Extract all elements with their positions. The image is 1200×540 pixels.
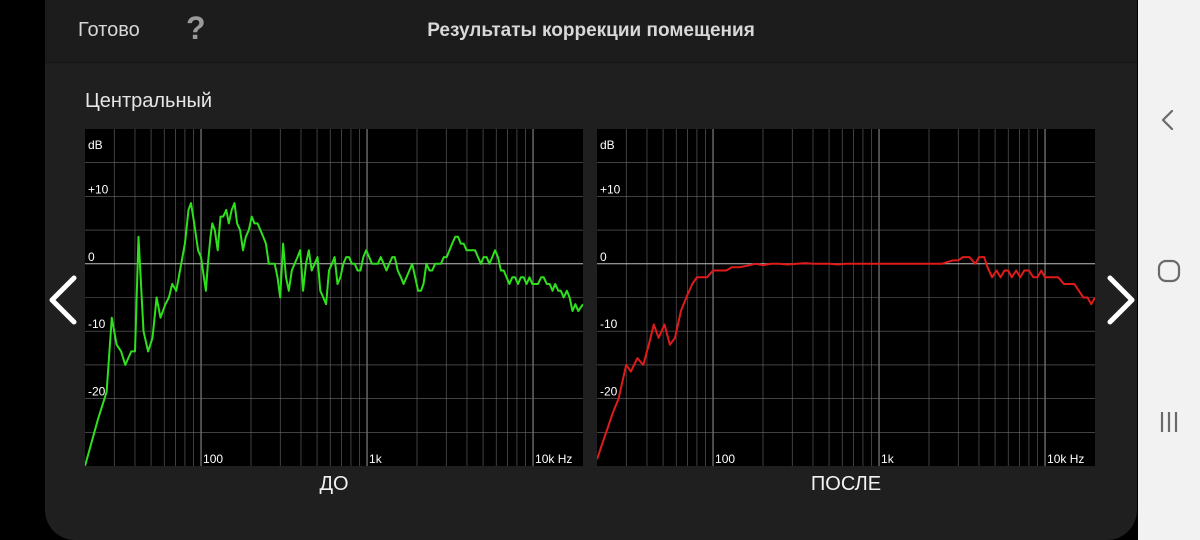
chevron-left-icon[interactable] <box>44 272 84 328</box>
before-caption: ДО <box>319 473 349 495</box>
frequency-response-plot: +10 0 -10 -20 dB 100 1k 10k Hz <box>597 129 1095 466</box>
after-chart: +10 0 -10 -20 dB 100 1k 10k Hz <box>597 129 1095 466</box>
room-correction-panel: Готово ? Результаты коррекции помещения … <box>45 0 1137 540</box>
y-tick-label: -10 <box>600 317 618 331</box>
done-button[interactable]: Готово <box>78 19 140 41</box>
x-tick-label: 10k Hz <box>1047 452 1084 466</box>
y-axis-unit-label: dB <box>88 138 103 152</box>
response-curve <box>597 256 1095 460</box>
x-tick-label: 1k <box>369 452 383 466</box>
response-curve <box>85 202 583 466</box>
channel-label: Центральный <box>85 90 213 112</box>
y-tick-label: +10 <box>88 182 109 196</box>
x-tick-label: 10k Hz <box>535 452 572 466</box>
y-tick-label: -20 <box>600 385 618 399</box>
header-bar: Готово ? Результаты коррекции помещения <box>45 0 1137 63</box>
frequency-response-plot: +10 0 -10 -20 dB 100 1k 10k Hz <box>85 129 583 466</box>
y-tick-label: +10 <box>600 182 621 196</box>
home-icon[interactable] <box>1138 249 1200 293</box>
recents-icon[interactable] <box>1138 400 1200 444</box>
y-tick-label: -20 <box>88 385 106 399</box>
system-navigation-bar <box>1138 0 1200 540</box>
y-tick-label: -10 <box>88 317 106 331</box>
help-button[interactable]: ? <box>186 10 206 46</box>
back-icon[interactable] <box>1138 98 1200 142</box>
y-tick-label: 0 <box>88 250 95 264</box>
x-tick-label: 100 <box>715 452 735 466</box>
x-tick-label: 1k <box>881 452 895 466</box>
y-axis-unit-label: dB <box>600 138 615 152</box>
before-chart: +10 0 -10 -20 dB 100 1k 10k Hz <box>85 129 583 466</box>
x-tick-label: 100 <box>203 452 223 466</box>
chevron-right-icon[interactable] <box>1100 272 1140 328</box>
after-caption: ПОСЛЕ <box>810 473 882 495</box>
y-tick-label: 0 <box>600 250 607 264</box>
page-title: Результаты коррекции помещения <box>427 20 755 41</box>
